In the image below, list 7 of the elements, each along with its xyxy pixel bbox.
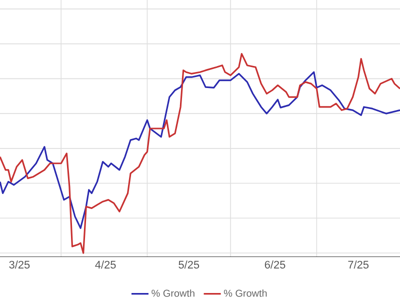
x-tick-label: 6/25 — [264, 260, 286, 269]
legend-label: % Growth — [224, 289, 267, 297]
x-tick-label: 7/25 — [348, 260, 369, 269]
legend-label: % Growth — [152, 289, 194, 297]
x-tick-label: 3/25 — [9, 260, 30, 269]
x-tick-label: 4/25 — [95, 260, 116, 269]
x-tick-label: 5/25 — [178, 260, 200, 269]
